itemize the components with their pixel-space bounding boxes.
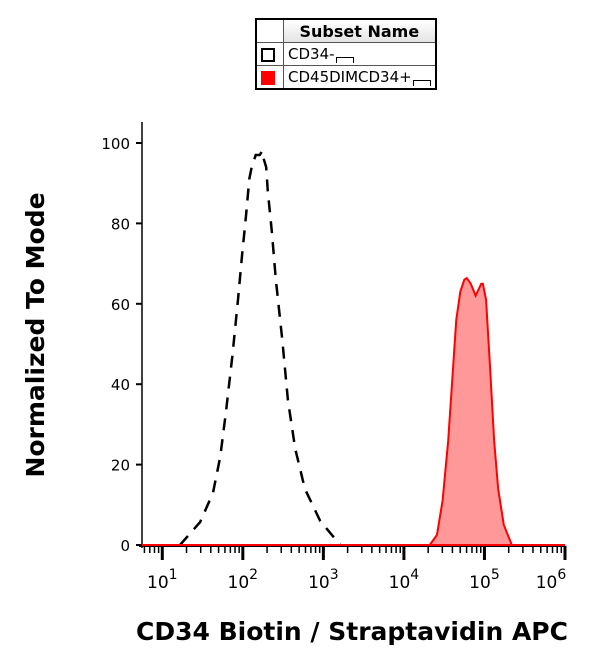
y-tick-label: 0 (120, 537, 130, 555)
x-axis-label: CD34 Biotin / Straptavidin APC (136, 617, 568, 646)
y-tick-label: 60 (111, 296, 130, 314)
y-tick-label: 100 (101, 135, 130, 153)
x-tick-label: 103 (308, 567, 339, 593)
x-tick-label: 105 (469, 567, 500, 593)
x-tick-label: 106 (536, 567, 567, 593)
legend-entry: CD45DIMCD34+ (255, 65, 437, 90)
gate-icon (412, 80, 431, 86)
x-tick-label: 101 (147, 567, 178, 593)
gate-icon (335, 57, 354, 63)
series-1-area (427, 276, 514, 546)
legend-label: CD45DIMCD34+ (288, 68, 412, 86)
legend-swatch-open (261, 47, 275, 62)
x-tick-label: 102 (228, 567, 259, 593)
x-tick-label: 104 (389, 567, 420, 593)
y-tick-label: 20 (111, 457, 130, 475)
legend: Subset Name CD34- CD45DIMCD34+ (255, 18, 437, 90)
legend-entry: CD34- (255, 42, 437, 66)
series-0-line (179, 147, 342, 546)
y-tick-label: 80 (111, 215, 130, 233)
y-tick-label: 40 (111, 376, 130, 394)
legend-swatch-red (261, 70, 275, 85)
y-axis-label: Normalized To Mode (21, 192, 50, 477)
legend-label: CD34- (288, 45, 335, 63)
